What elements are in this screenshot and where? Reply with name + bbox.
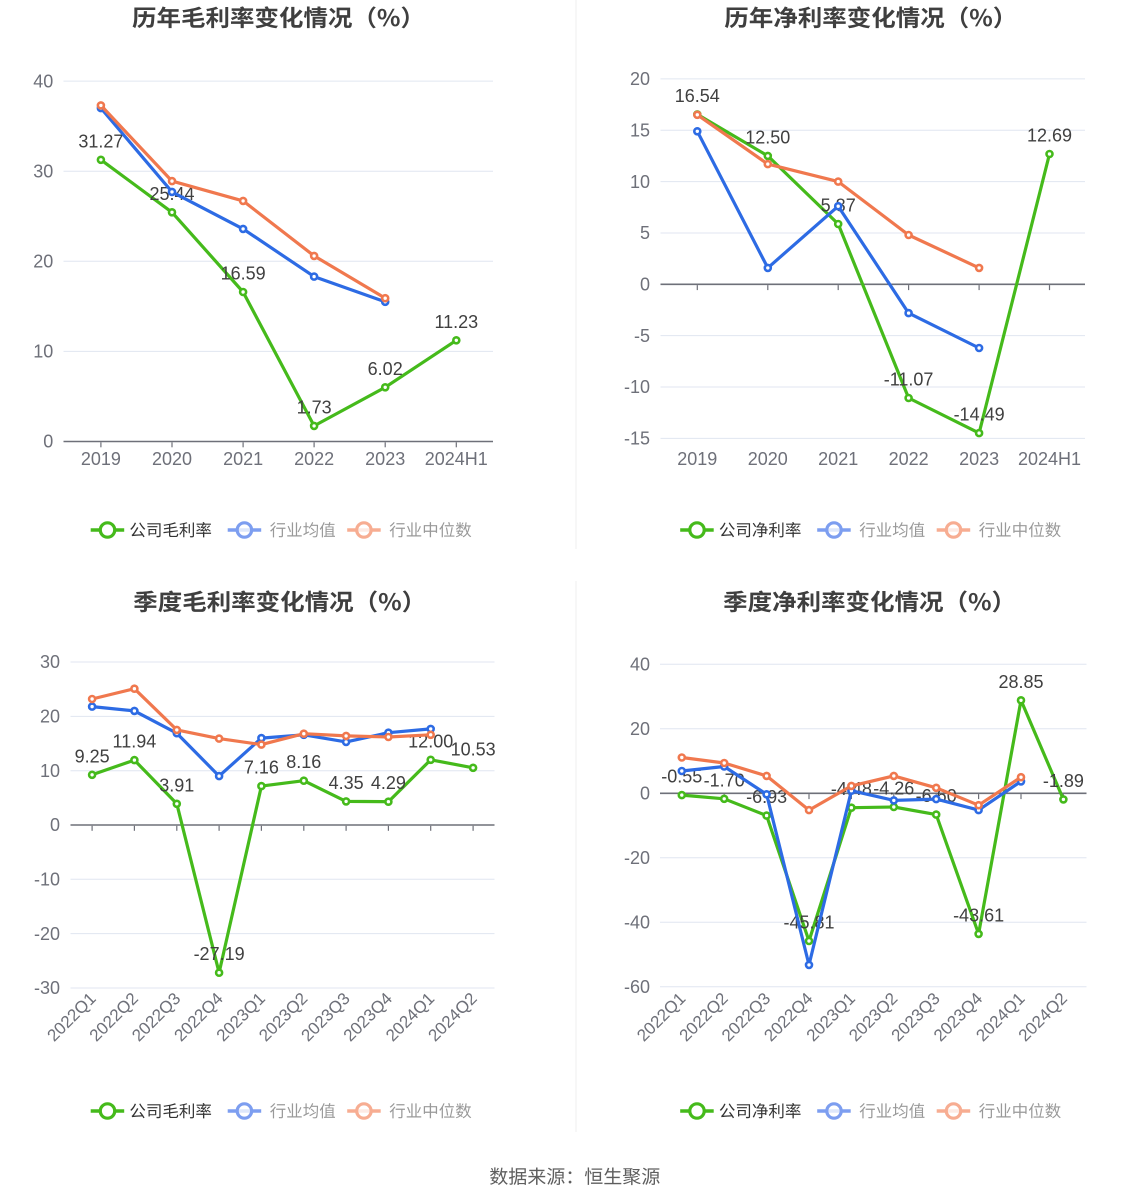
svg-text:0: 0 [640,784,650,804]
svg-text:2024H1: 2024H1 [1018,449,1081,469]
svg-text:2020: 2020 [748,449,788,469]
svg-text:31.27: 31.27 [78,131,123,151]
svg-text:5: 5 [640,223,650,243]
svg-text:-10: -10 [34,870,60,890]
svg-text:-60: -60 [624,977,650,997]
svg-text:8.16: 8.16 [286,752,321,772]
svg-text:-30: -30 [34,978,60,998]
svg-text:3.91: 3.91 [159,775,194,795]
svg-text:-14.49: -14.49 [954,405,1005,425]
svg-text:12.50: 12.50 [745,127,790,147]
svg-text:10.53: 10.53 [451,739,496,759]
svg-text:-20: -20 [624,848,650,868]
svg-text:11.94: 11.94 [113,732,157,752]
svg-text:-1.89: -1.89 [1043,771,1084,791]
svg-text:15: 15 [630,121,650,141]
svg-text:4.29: 4.29 [371,773,406,793]
svg-text:-11.07: -11.07 [884,370,934,390]
svg-text:10: 10 [33,342,53,362]
svg-text:2023: 2023 [959,449,999,469]
svg-text:-27.19: -27.19 [194,944,245,964]
svg-text:2021: 2021 [818,449,858,469]
svg-text:2020: 2020 [152,449,192,469]
svg-text:30: 30 [33,161,53,181]
svg-text:40: 40 [33,71,53,91]
svg-text:30: 30 [40,652,60,672]
svg-text:20: 20 [630,69,650,89]
svg-text:10: 10 [630,172,650,192]
svg-text:6.02: 6.02 [368,359,403,379]
svg-text:2019: 2019 [677,449,717,469]
svg-text:40: 40 [630,655,650,675]
svg-text:-0.55: -0.55 [661,767,702,787]
svg-text:11.23: 11.23 [434,312,478,332]
svg-text:-43.61: -43.61 [953,905,1004,925]
svg-text:-40: -40 [624,913,650,933]
svg-text:2022: 2022 [294,449,334,469]
svg-text:28.85: 28.85 [998,672,1043,692]
svg-text:10: 10 [40,761,60,781]
svg-text:7.16: 7.16 [244,758,279,778]
svg-text:2023: 2023 [365,449,405,469]
svg-text:4.35: 4.35 [329,773,364,793]
svg-text:0: 0 [50,815,60,835]
svg-text:0: 0 [640,275,650,295]
svg-text:2019: 2019 [81,449,121,469]
svg-text:-5: -5 [634,326,650,346]
svg-text:-20: -20 [34,924,60,944]
svg-text:-15: -15 [624,429,650,449]
svg-text:2022: 2022 [889,449,929,469]
svg-text:16.59: 16.59 [221,264,266,284]
svg-text:2021: 2021 [223,449,263,469]
svg-text:20: 20 [33,252,53,272]
svg-text:1.73: 1.73 [297,397,332,417]
svg-text:0: 0 [43,432,53,452]
svg-text:12.69: 12.69 [1027,126,1072,146]
svg-text:-45.81: -45.81 [783,913,834,933]
svg-text:-1.70: -1.70 [704,770,745,790]
svg-text:-10: -10 [624,377,650,397]
svg-text:20: 20 [630,719,650,739]
svg-text:9.25: 9.25 [75,746,110,766]
svg-text:-4.26: -4.26 [873,779,914,799]
svg-text:16.54: 16.54 [675,86,720,106]
svg-text:2024H1: 2024H1 [425,449,488,469]
svg-text:20: 20 [40,707,60,727]
